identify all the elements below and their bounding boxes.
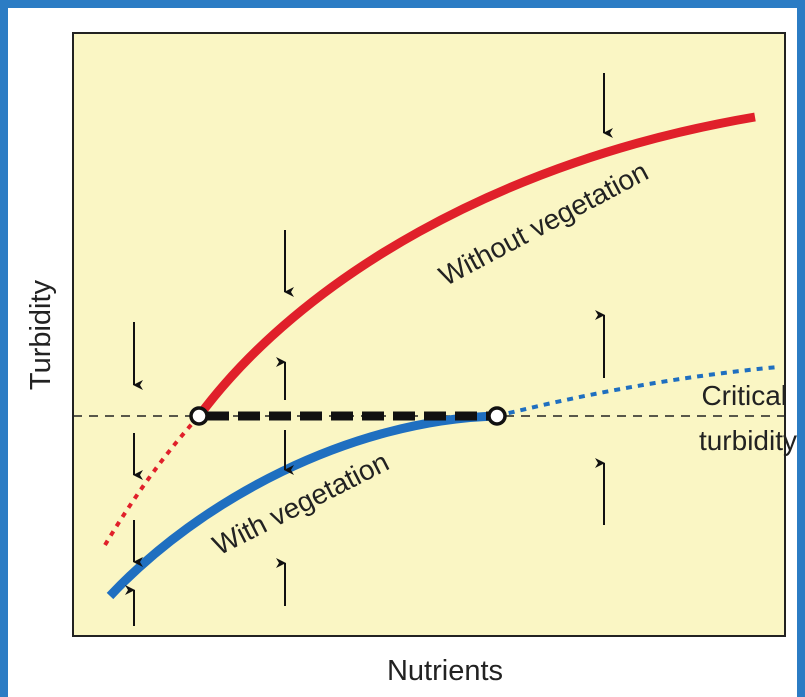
threshold-point [487,406,507,426]
threshold-point [189,406,209,426]
threshold-label: turbidity [699,425,797,456]
arrows [125,73,613,626]
plot-area [72,32,786,637]
threshold-label: Critical [701,380,787,411]
blue-curve [106,411,498,600]
red-curve [195,112,756,419]
y-axis-label: Turbidity [25,279,57,390]
blue-dotted-curve [496,365,779,418]
x-axis-label: Nutrients [387,655,503,687]
